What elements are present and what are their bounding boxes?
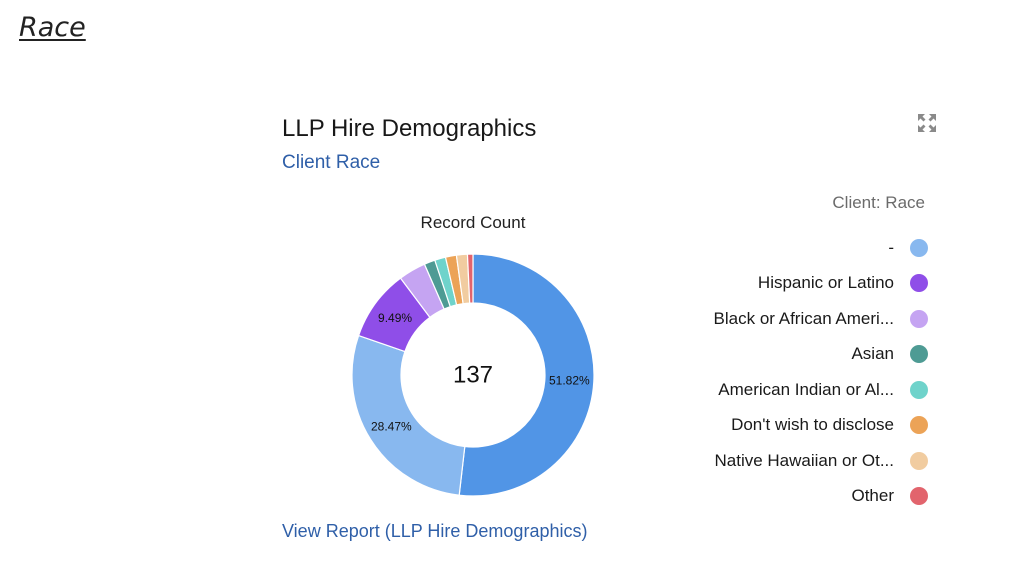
legend-item-label: American Indian or Al... (718, 379, 894, 399)
legend-item-label: Other (851, 486, 894, 506)
legend-swatch (910, 416, 928, 435)
donut-slice[interactable] (466, 253, 474, 304)
slice-data-label: 28.47% (371, 419, 412, 433)
legend-item-label: Black or African Ameri... (713, 308, 894, 328)
legend-title: Client: Race (832, 193, 925, 212)
legend-swatch (910, 274, 928, 293)
legend-swatch (910, 487, 928, 506)
slice-data-label: 51.82% (549, 374, 590, 388)
legend-item[interactable]: - (714, 230, 928, 266)
legend-item[interactable]: Other (714, 479, 928, 515)
legend-swatch (910, 238, 928, 257)
legend-item[interactable]: Asian (714, 337, 928, 373)
legend-item[interactable]: Native Hawaiian or Ot... (714, 443, 928, 479)
legend-item-label: Hispanic or Latino (757, 273, 894, 293)
legend-swatch (910, 380, 928, 399)
view-report-link[interactable]: View Report (LLP Hire Demographics) (282, 521, 588, 541)
chart-title: Record Count (420, 213, 526, 232)
legend-swatch (910, 309, 928, 328)
card-subtitle-link[interactable]: Client Race (282, 152, 381, 173)
legend-item-label: Asian (851, 344, 894, 364)
legend-item-label: - (888, 237, 894, 257)
legend-swatch (910, 345, 928, 364)
card-title: LLP Hire Demographics (282, 115, 537, 142)
legend-item-label: Don't wish to disclose (731, 415, 894, 435)
legend-item[interactable]: Black or African Ameri... (714, 301, 928, 337)
legend-item[interactable]: American Indian or Al... (714, 372, 928, 408)
legend-item-label: Native Hawaiian or Ot... (714, 450, 894, 470)
donut-slice[interactable] (458, 253, 595, 497)
donut-center-total: 137 (453, 362, 493, 389)
donut-chart: 51.82% 28.47% 9.49% 137 (351, 253, 595, 497)
section-title: Race (19, 12, 86, 43)
expand-icon[interactable] (916, 112, 938, 134)
slice-data-label: 9.49% (378, 311, 412, 325)
donut-slice[interactable] (351, 334, 466, 496)
legend-item[interactable]: Hispanic or Latino (714, 266, 928, 302)
legend-item[interactable]: Don't wish to disclose (714, 408, 928, 444)
legend-swatch (910, 451, 928, 470)
chart-legend: - Hispanic or Latino Black or African Amer… (714, 230, 928, 514)
